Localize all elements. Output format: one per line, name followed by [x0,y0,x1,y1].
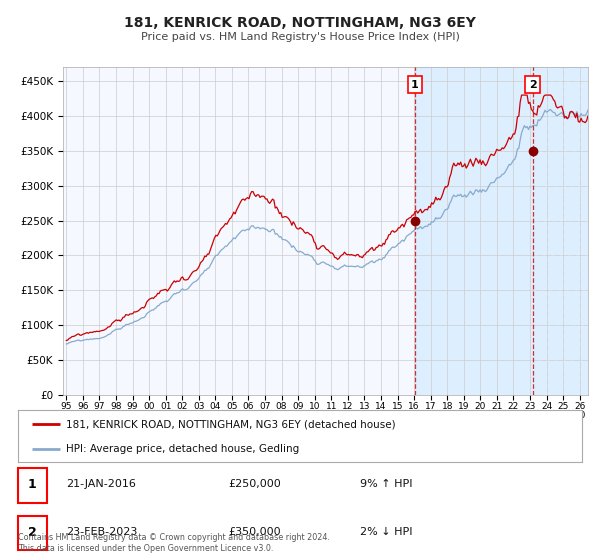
Text: 2: 2 [529,80,536,90]
Text: 21-JAN-2016: 21-JAN-2016 [66,479,136,489]
Text: Price paid vs. HM Land Registry's House Price Index (HPI): Price paid vs. HM Land Registry's House … [140,32,460,43]
Text: £350,000: £350,000 [228,527,281,537]
Text: 2% ↓ HPI: 2% ↓ HPI [360,527,413,537]
Text: 2: 2 [28,525,37,539]
Text: 23-FEB-2023: 23-FEB-2023 [66,527,137,537]
Text: 1: 1 [411,80,419,90]
Text: 181, KENRICK ROAD, NOTTINGHAM, NG3 6EY (detached house): 181, KENRICK ROAD, NOTTINGHAM, NG3 6EY (… [66,419,395,430]
Bar [415,67,596,395]
Text: 1: 1 [28,478,37,491]
Bar [533,67,596,395]
Text: £250,000: £250,000 [228,479,281,489]
Text: 9% ↑ HPI: 9% ↑ HPI [360,479,413,489]
Text: Contains HM Land Registry data © Crown copyright and database right 2024.
This d: Contains HM Land Registry data © Crown c… [18,533,330,553]
Text: 181, KENRICK ROAD, NOTTINGHAM, NG3 6EY: 181, KENRICK ROAD, NOTTINGHAM, NG3 6EY [124,16,476,30]
Text: HPI: Average price, detached house, Gedling: HPI: Average price, detached house, Gedl… [66,444,299,454]
